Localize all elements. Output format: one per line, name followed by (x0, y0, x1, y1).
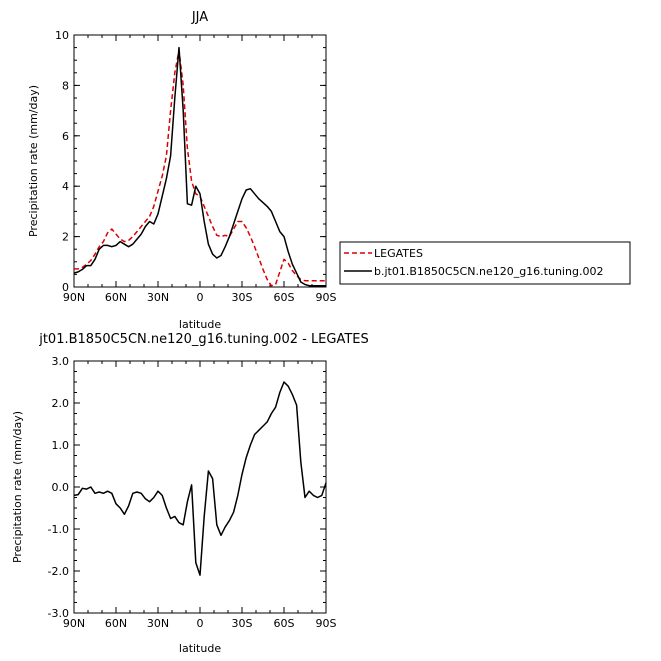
bottom-xtick-label: 30S (232, 617, 253, 630)
top-series-line-0 (74, 49, 326, 287)
top-panel-ylabel: Precipitation rate (mm/day) (27, 85, 40, 237)
top-xtick-label: 60S (274, 291, 295, 304)
bottom-panel: jt01.B1850C5CN.ne120_g16.tuning.002 - LE… (11, 332, 369, 655)
bottom-ytick-label: -3.0 (48, 607, 69, 620)
top-xtick-label: 90S (316, 291, 337, 304)
bottom-xtick-label: 60S (274, 617, 295, 630)
legend-label-model: b.jt01.B1850C5CN.ne120_g16.tuning.002 (374, 265, 603, 278)
bottom-panel-xlabel: latitude (179, 642, 221, 655)
bottom-ytick-label: 0.0 (52, 481, 70, 494)
top-xtick-label: 90N (63, 291, 85, 304)
bottom-panel-ylabel: Precipitation rate (mm/day) (11, 411, 24, 563)
top-xtick-label: 30S (232, 291, 253, 304)
bottom-xtick-label: 0 (197, 617, 204, 630)
bottom-xtick-label: 90N (63, 617, 85, 630)
bottom-xtick-label: 30N (147, 617, 169, 630)
legend-box (339, 241, 631, 285)
top-ytick-label: 6 (62, 130, 69, 143)
top-ytick-label: 0 (62, 281, 69, 294)
bottom-ytick-label: -1.0 (48, 523, 69, 536)
top-ytick-label: 10 (55, 29, 69, 42)
top-ytick-label: 4 (62, 180, 69, 193)
bottom-ytick-label: 3.0 (52, 355, 70, 368)
top-panel-xlabel: latitude (179, 318, 221, 331)
bottom-panel-title: jt01.B1850C5CN.ne120_g16.tuning.002 - LE… (38, 332, 369, 347)
top-xtick-label: 30N (147, 291, 169, 304)
top-xtick-label: 60N (105, 291, 127, 304)
bottom-xtick-label: 90S (316, 617, 337, 630)
bottom-series-line-0 (73, 381, 327, 576)
legend: LEGATES b.jt01.B1850C5CN.ne120_g16.tunin… (339, 241, 631, 285)
top-series-line-1 (73, 46, 326, 287)
top-panel-lines (73, 46, 326, 287)
top-xtick-label: 0 (197, 291, 204, 304)
bottom-xtick-label: 60N (105, 617, 127, 630)
top-panel-title: JJA (191, 10, 208, 25)
bottom-ytick-label: 1.0 (52, 439, 70, 452)
bottom-ytick-label: 2.0 (52, 397, 70, 410)
bottom-ytick-label: -2.0 (48, 565, 69, 578)
legend-label-legates: LEGATES (374, 247, 423, 260)
top-panel: JJA Precipitation rate (mm/day) latitude… (27, 10, 337, 331)
bottom-panel-lines (73, 381, 327, 576)
top-panel-ticks: 90N 60N 30N 0 30S 60S 90S 0 2 4 6 8 10 (55, 29, 337, 304)
top-ytick-label: 2 (62, 231, 69, 244)
top-ytick-label: 8 (62, 79, 69, 92)
bottom-panel-ticks: 90N 60N 30N 0 30S 60S 90S -3.0 -2.0 -1.0 0.0 1.0 2.0… (48, 355, 337, 630)
